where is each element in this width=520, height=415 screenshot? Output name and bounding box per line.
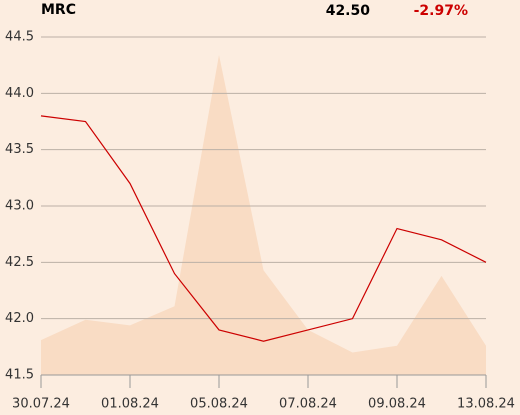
y-tick-label: 44.5 bbox=[5, 30, 34, 45]
y-tick-label: 43.0 bbox=[5, 199, 34, 214]
price: 42.50 bbox=[326, 3, 371, 19]
x-tick-label: 05.08.24 bbox=[190, 397, 248, 412]
x-tick-label: 01.08.24 bbox=[101, 397, 159, 412]
y-tick-label: 43.5 bbox=[5, 142, 34, 157]
y-tick-label: 42.0 bbox=[5, 311, 34, 326]
y-tick-label: 41.5 bbox=[5, 368, 34, 383]
change: -2.97% bbox=[414, 3, 468, 19]
price-line bbox=[40, 115, 487, 342]
y-tick-label: 44.0 bbox=[5, 86, 34, 101]
x-tick-label: 13.08.24 bbox=[457, 397, 515, 412]
y-tick-label: 42.5 bbox=[5, 255, 34, 270]
ticker: MRC bbox=[41, 2, 76, 18]
x-tick-label: 07.08.24 bbox=[279, 397, 337, 412]
x-tick-label: 09.08.24 bbox=[368, 397, 426, 412]
volume-area bbox=[41, 55, 486, 375]
x-tick-label: 30.07.24 bbox=[12, 397, 70, 412]
